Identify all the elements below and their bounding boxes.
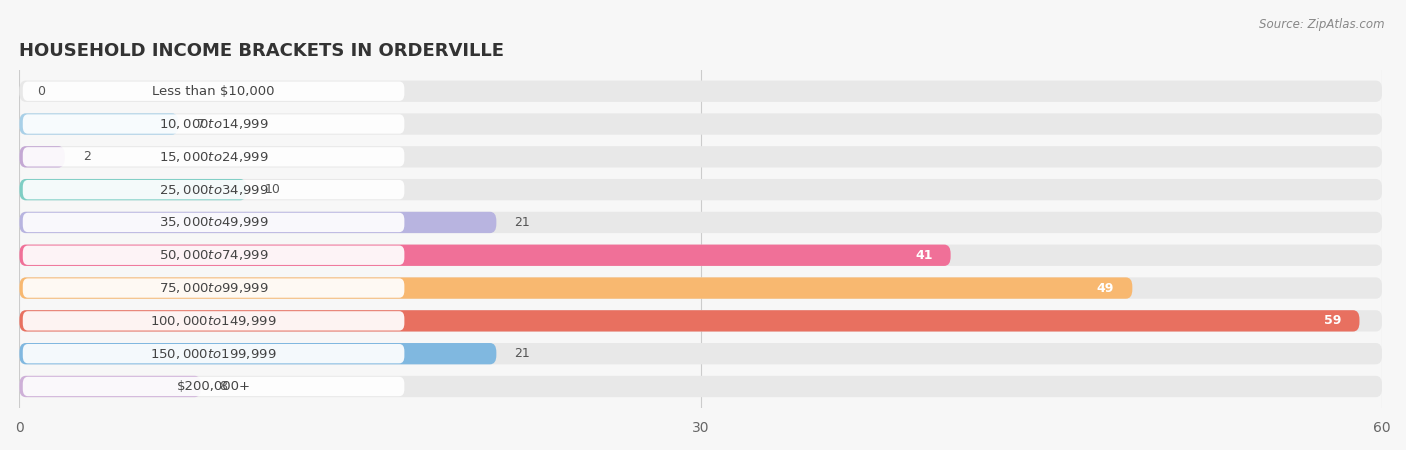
FancyBboxPatch shape (20, 146, 1382, 167)
Text: 0: 0 (38, 85, 45, 98)
FancyBboxPatch shape (20, 277, 1382, 299)
Text: 8: 8 (219, 380, 228, 393)
FancyBboxPatch shape (20, 277, 1132, 299)
Text: $35,000 to $49,999: $35,000 to $49,999 (159, 216, 269, 230)
FancyBboxPatch shape (22, 344, 405, 363)
FancyBboxPatch shape (22, 213, 405, 232)
FancyBboxPatch shape (20, 310, 1382, 332)
Text: $200,000+: $200,000+ (177, 380, 250, 393)
FancyBboxPatch shape (22, 114, 405, 134)
FancyBboxPatch shape (22, 81, 405, 101)
Text: $150,000 to $199,999: $150,000 to $199,999 (150, 346, 277, 360)
FancyBboxPatch shape (20, 310, 1360, 332)
Text: 21: 21 (515, 216, 530, 229)
Text: 49: 49 (1097, 282, 1114, 295)
FancyBboxPatch shape (20, 113, 1382, 135)
Text: $100,000 to $149,999: $100,000 to $149,999 (150, 314, 277, 328)
Text: $15,000 to $24,999: $15,000 to $24,999 (159, 150, 269, 164)
FancyBboxPatch shape (20, 343, 1382, 364)
Text: 41: 41 (915, 249, 932, 262)
Text: $50,000 to $74,999: $50,000 to $74,999 (159, 248, 269, 262)
FancyBboxPatch shape (22, 147, 405, 166)
Text: 7: 7 (197, 117, 204, 130)
FancyBboxPatch shape (20, 81, 1382, 102)
FancyBboxPatch shape (20, 179, 246, 200)
Text: 59: 59 (1324, 315, 1341, 327)
Text: $10,000 to $14,999: $10,000 to $14,999 (159, 117, 269, 131)
Text: $25,000 to $34,999: $25,000 to $34,999 (159, 183, 269, 197)
Text: Source: ZipAtlas.com: Source: ZipAtlas.com (1260, 18, 1385, 31)
FancyBboxPatch shape (20, 376, 201, 397)
Text: HOUSEHOLD INCOME BRACKETS IN ORDERVILLE: HOUSEHOLD INCOME BRACKETS IN ORDERVILLE (20, 42, 505, 60)
Text: 21: 21 (515, 347, 530, 360)
FancyBboxPatch shape (20, 245, 1382, 266)
FancyBboxPatch shape (22, 246, 405, 265)
Text: 2: 2 (83, 150, 91, 163)
FancyBboxPatch shape (20, 245, 950, 266)
FancyBboxPatch shape (20, 376, 1382, 397)
Text: $75,000 to $99,999: $75,000 to $99,999 (159, 281, 269, 295)
FancyBboxPatch shape (22, 311, 405, 331)
FancyBboxPatch shape (20, 179, 1382, 200)
FancyBboxPatch shape (20, 343, 496, 364)
FancyBboxPatch shape (22, 180, 405, 199)
FancyBboxPatch shape (20, 212, 1382, 233)
FancyBboxPatch shape (20, 113, 179, 135)
FancyBboxPatch shape (22, 279, 405, 298)
FancyBboxPatch shape (20, 212, 496, 233)
FancyBboxPatch shape (22, 377, 405, 396)
Text: 10: 10 (264, 183, 281, 196)
FancyBboxPatch shape (20, 146, 65, 167)
Text: Less than $10,000: Less than $10,000 (152, 85, 274, 98)
